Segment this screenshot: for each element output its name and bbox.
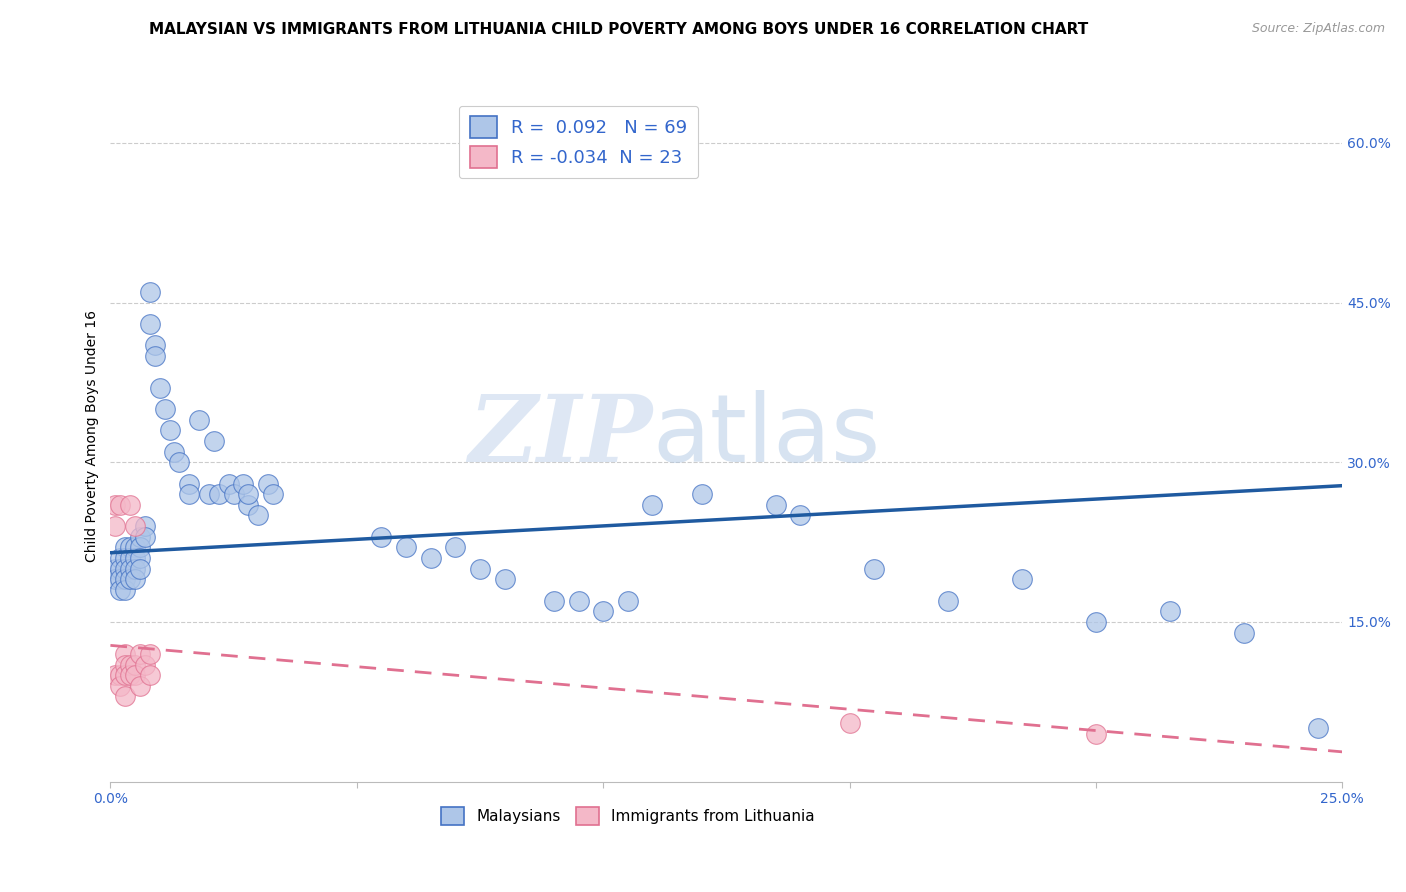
- Point: [110, 573, 132, 587]
- Point: [120, 657, 142, 672]
- Point: [262, 487, 284, 501]
- Point: [120, 498, 142, 512]
- Point: [104, 562, 127, 576]
- Point: [1084, 727, 1107, 741]
- Point: [202, 434, 225, 448]
- Point: [188, 412, 211, 426]
- Point: [1159, 604, 1181, 618]
- Point: [129, 679, 152, 693]
- Point: [257, 476, 280, 491]
- Point: [124, 562, 146, 576]
- Point: [1084, 615, 1107, 629]
- Text: MALAYSIAN VS IMMIGRANTS FROM LITHUANIA CHILD POVERTY AMONG BOYS UNDER 16 CORRELA: MALAYSIAN VS IMMIGRANTS FROM LITHUANIA C…: [149, 22, 1088, 37]
- Text: Source: ZipAtlas.com: Source: ZipAtlas.com: [1251, 22, 1385, 36]
- Point: [124, 573, 146, 587]
- Point: [110, 679, 132, 693]
- Point: [238, 498, 260, 512]
- Point: [444, 541, 467, 555]
- Point: [592, 604, 614, 618]
- Point: [198, 487, 221, 501]
- Point: [765, 498, 787, 512]
- Point: [129, 562, 152, 576]
- Legend: Malaysians, Immigrants from Lithuania: Malaysians, Immigrants from Lithuania: [433, 799, 823, 833]
- Point: [139, 285, 162, 299]
- Point: [139, 317, 162, 331]
- Point: [1011, 573, 1033, 587]
- Point: [936, 593, 959, 607]
- Point: [159, 423, 181, 437]
- Point: [124, 519, 146, 533]
- Point: [179, 487, 201, 501]
- Point: [114, 541, 136, 555]
- Point: [395, 541, 418, 555]
- Point: [543, 593, 565, 607]
- Point: [110, 551, 132, 566]
- Point: [134, 657, 156, 672]
- Point: [104, 668, 127, 682]
- Text: ZIP: ZIP: [468, 391, 652, 481]
- Point: [153, 402, 176, 417]
- Y-axis label: Child Poverty Among Boys Under 16: Child Poverty Among Boys Under 16: [86, 310, 100, 562]
- Point: [617, 593, 640, 607]
- Text: atlas: atlas: [652, 390, 880, 482]
- Point: [838, 716, 860, 731]
- Point: [120, 551, 142, 566]
- Point: [110, 562, 132, 576]
- Point: [139, 647, 162, 661]
- Point: [238, 487, 260, 501]
- Point: [494, 573, 516, 587]
- Point: [129, 541, 152, 555]
- Point: [124, 541, 146, 555]
- Point: [120, 541, 142, 555]
- Point: [114, 551, 136, 566]
- Point: [419, 551, 441, 566]
- Point: [641, 498, 664, 512]
- Point: [120, 668, 142, 682]
- Point: [222, 487, 245, 501]
- Point: [124, 657, 146, 672]
- Point: [149, 381, 172, 395]
- Point: [114, 573, 136, 587]
- Point: [1306, 722, 1329, 736]
- Point: [163, 444, 186, 458]
- Point: [468, 562, 491, 576]
- Point: [247, 508, 270, 523]
- Point: [169, 455, 191, 469]
- Point: [114, 690, 136, 704]
- Point: [104, 573, 127, 587]
- Point: [114, 582, 136, 597]
- Point: [114, 647, 136, 661]
- Point: [120, 562, 142, 576]
- Point: [114, 668, 136, 682]
- Point: [104, 519, 127, 533]
- Point: [134, 530, 156, 544]
- Point: [124, 551, 146, 566]
- Point: [114, 657, 136, 672]
- Point: [129, 647, 152, 661]
- Point: [134, 519, 156, 533]
- Point: [208, 487, 231, 501]
- Point: [1233, 625, 1256, 640]
- Point: [139, 668, 162, 682]
- Point: [789, 508, 811, 523]
- Point: [863, 562, 886, 576]
- Point: [124, 668, 146, 682]
- Point: [129, 530, 152, 544]
- Point: [232, 476, 254, 491]
- Point: [104, 498, 127, 512]
- Point: [690, 487, 713, 501]
- Point: [110, 582, 132, 597]
- Point: [110, 498, 132, 512]
- Point: [218, 476, 240, 491]
- Point: [143, 338, 166, 352]
- Point: [143, 349, 166, 363]
- Point: [120, 573, 142, 587]
- Point: [114, 562, 136, 576]
- Point: [129, 551, 152, 566]
- Point: [110, 668, 132, 682]
- Point: [179, 476, 201, 491]
- Point: [567, 593, 589, 607]
- Point: [370, 530, 392, 544]
